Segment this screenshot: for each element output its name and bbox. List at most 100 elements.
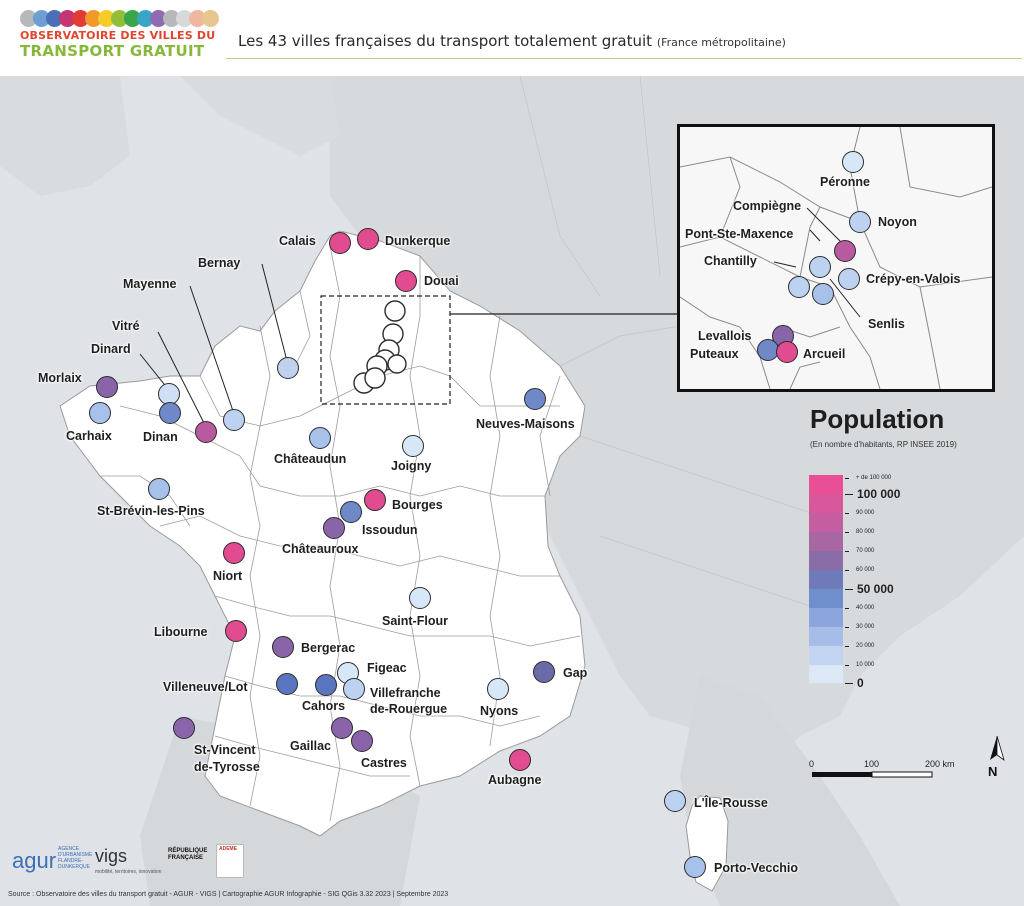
marker-villeneuve-lot[interactable] (276, 673, 298, 695)
republique-francaise-logo: RÉPUBLIQUE FRANÇAISE (168, 848, 208, 861)
label-st-brevin: St-Brévin-les-Pins (97, 504, 205, 518)
logo-text-line1: OBSERVATOIRE DES VILLES DU (20, 29, 216, 42)
label-carhaix: Carhaix (66, 429, 112, 443)
marker-chateaudun[interactable] (309, 427, 331, 449)
marker-dinan[interactable] (159, 402, 181, 424)
label-chantilly: Chantilly (704, 254, 757, 268)
logo-text-line2: TRANSPORT GRATUIT (20, 42, 205, 60)
label-arcueil: Arcueil (803, 347, 846, 361)
label-chateauroux: Châteauroux (282, 542, 359, 556)
label-noyon: Noyon (878, 215, 917, 229)
marker-vitre[interactable] (195, 421, 217, 443)
label-villefranche: Villefranche de-Rouergue (370, 686, 448, 716)
scale-label-100: 100 (864, 759, 880, 769)
marker-porto-vecchio[interactable] (684, 856, 706, 878)
label-ile-rousse: L'Île-Rousse (694, 796, 768, 810)
marker-dunkerque[interactable] (357, 228, 379, 250)
label-nyons: Nyons (480, 704, 519, 718)
label-peronne: Péronne (820, 175, 871, 189)
marker-chateauroux[interactable] (323, 517, 345, 539)
legend-tick-30k: 30 000 (856, 624, 875, 630)
label-st-vincent: St-Vincent de-Tyrosse (194, 743, 260, 774)
label-dinard: Dinard (91, 342, 131, 356)
label-crepy: Crépy-en-Valois (866, 272, 961, 286)
label-mayenne: Mayenne (123, 277, 177, 291)
page-title: Les 43 villes françaises du transport to… (238, 32, 786, 50)
marker-noyon[interactable] (849, 211, 871, 233)
marker-libourne[interactable] (225, 620, 247, 642)
marker-st-brevin[interactable] (148, 478, 170, 500)
marker-arcueil[interactable] (776, 341, 798, 363)
agur-logo-small: AGENCE D'URBANISME FLANDRE-DUNKERQUE (58, 846, 93, 870)
label-compiegne: Compiègne (733, 199, 802, 213)
marker-saint-flour[interactable] (409, 587, 431, 609)
marker-joigny[interactable] (402, 435, 424, 457)
north-label: N (988, 764, 998, 779)
marker-villefranche[interactable] (343, 678, 365, 700)
marker-peronne[interactable] (842, 151, 864, 173)
marker-crepy[interactable] (838, 268, 860, 290)
legend-tick-50k: 50 000 (857, 582, 894, 596)
label-pont-ste-maxence: Pont-Ste-Maxence (685, 227, 794, 241)
legend-tick-40k: 40 000 (856, 605, 875, 611)
label-villeneuve-lot: Villeneuve/Lot (163, 680, 248, 694)
marker-st-vincent[interactable] (173, 717, 195, 739)
label-douai: Douai (424, 274, 459, 288)
label-dunkerque: Dunkerque (385, 234, 451, 248)
marker-bergerac[interactable] (272, 636, 294, 658)
legend-tick-90k: 90 000 (856, 510, 875, 516)
scale-label-200: 200 km (925, 759, 955, 769)
marker-douai[interactable] (395, 270, 417, 292)
legend-tick-60k: 60 000 (856, 567, 875, 573)
marker-issoudun[interactable] (340, 501, 362, 523)
legend-tick-20k: 20 000 (856, 643, 875, 649)
marker-aubagne[interactable] (509, 749, 531, 771)
marker-neuves-maisons[interactable] (524, 388, 546, 410)
label-gap: Gap (563, 666, 588, 680)
marker-niort[interactable] (223, 542, 245, 564)
label-senlis: Senlis (868, 317, 905, 331)
legend-subtitle: (En nombre d'habitants, RP INSEE 2019) (810, 440, 957, 449)
marker-gap[interactable] (533, 661, 555, 683)
ademe-logo (216, 844, 244, 878)
label-joigny: Joigny (391, 459, 432, 473)
legend-tick-10k: 10 000 (856, 662, 875, 668)
marker-ile-rousse[interactable] (664, 790, 686, 812)
marker-bourges[interactable] (364, 489, 386, 511)
legend-tick-plus100k: + de 100 000 (856, 475, 892, 481)
label-morlaix: Morlaix (38, 371, 82, 385)
label-neuves-maisons: Neuves-Maisons (476, 417, 575, 431)
header-rule (226, 58, 1022, 59)
marker-compiegne[interactable] (834, 240, 856, 262)
title-main: Les 43 villes françaises du transport to… (238, 32, 653, 50)
vigs-tagline: mobilité, territoires, innovation (95, 869, 162, 875)
legend-title: Population (810, 404, 945, 434)
label-levallois: Levallois (698, 329, 752, 343)
legend-tick-0: 0 (857, 676, 864, 690)
marker-castres[interactable] (351, 730, 373, 752)
label-gaillac: Gaillac (290, 739, 331, 753)
marker-carhaix[interactable] (89, 402, 111, 424)
marker-nyons[interactable] (487, 678, 509, 700)
label-figeac: Figeac (367, 661, 407, 675)
legend-tick-70k: 70 000 (856, 548, 875, 554)
title-suffix: (France métropolitaine) (656, 36, 786, 49)
header: OBSERVATOIRE DES VILLES DU TRANSPORT GRA… (0, 0, 1024, 76)
marker-calais[interactable] (329, 232, 351, 254)
label-cahors: Cahors (302, 699, 346, 713)
label-dinan: Dinan (143, 430, 178, 444)
marker-cahors[interactable] (315, 674, 337, 696)
label-issoudun: Issoudun (362, 523, 418, 537)
marker-mayenne[interactable] (223, 409, 245, 431)
marker-chantilly[interactable] (788, 276, 810, 298)
vigs-logo: vigs (95, 846, 128, 866)
label-porto-vecchio: Porto-Vecchio (714, 861, 799, 875)
marker-gaillac[interactable] (331, 717, 353, 739)
marker-pont-ste-maxence[interactable] (809, 256, 831, 278)
marker-senlis[interactable] (812, 283, 834, 305)
label-bernay: Bernay (198, 256, 241, 270)
marker-bernay[interactable] (277, 357, 299, 379)
label-chateaudun: Châteaudun (274, 452, 347, 466)
marker-morlaix[interactable] (96, 376, 118, 398)
label-puteaux: Puteaux (690, 347, 739, 361)
